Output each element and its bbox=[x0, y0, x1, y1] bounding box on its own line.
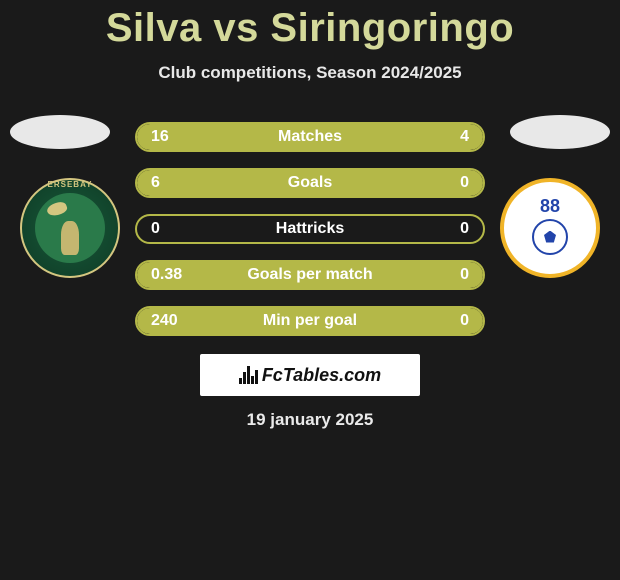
stat-row: 0.38 Goals per match 0 bbox=[135, 260, 485, 290]
stat-fill-left bbox=[137, 124, 407, 150]
bar-chart-icon bbox=[239, 366, 258, 384]
stat-value-right: 0 bbox=[460, 220, 469, 238]
stat-value-left: 16 bbox=[151, 128, 169, 146]
stat-fill-right bbox=[407, 124, 483, 150]
stat-value-right: 0 bbox=[460, 312, 469, 330]
stat-value-right: 0 bbox=[460, 174, 469, 192]
stat-value-left: 0.38 bbox=[151, 266, 182, 284]
stats-panel: 16 Matches 4 6 Goals 0 0 Hattricks 0 0.38 Goals pe… bbox=[135, 122, 485, 352]
stat-label: Matches bbox=[278, 128, 342, 146]
watermark[interactable]: FcTables.com bbox=[200, 354, 420, 396]
stat-value-right: 4 bbox=[460, 128, 469, 146]
stat-label: Goals bbox=[288, 174, 332, 192]
stat-row: 16 Matches 4 bbox=[135, 122, 485, 152]
stat-row: 6 Goals 0 bbox=[135, 168, 485, 198]
club-badge-right: 88 bbox=[500, 178, 600, 278]
stat-row: 240 Min per goal 0 bbox=[135, 306, 485, 336]
stat-row: 0 Hattricks 0 bbox=[135, 214, 485, 244]
soccer-ball-icon bbox=[532, 219, 568, 255]
stat-value-left: 0 bbox=[151, 220, 160, 238]
stat-value-left: 6 bbox=[151, 174, 160, 192]
comparison-card: Silva vs Siringoringo Club competitions,… bbox=[0, 0, 620, 83]
club-badge-right-number: 88 bbox=[540, 196, 560, 217]
stat-label: Hattricks bbox=[276, 220, 344, 238]
club-badge-left-label: ERSEBAY bbox=[48, 180, 93, 189]
snapshot-date: 19 january 2025 bbox=[0, 410, 620, 430]
stat-label: Min per goal bbox=[263, 312, 357, 330]
page-title: Silva vs Siringoringo bbox=[0, 0, 620, 51]
club-badge-left-emblem bbox=[35, 193, 105, 263]
stat-label: Goals per match bbox=[247, 266, 372, 284]
watermark-text: FcTables.com bbox=[262, 365, 381, 386]
stat-value-right: 0 bbox=[460, 266, 469, 284]
club-badge-left: ERSEBAY bbox=[20, 178, 120, 278]
subtitle: Club competitions, Season 2024/2025 bbox=[0, 63, 620, 83]
stat-value-left: 240 bbox=[151, 312, 178, 330]
player-left-avatar bbox=[10, 115, 110, 149]
player-right-avatar bbox=[510, 115, 610, 149]
